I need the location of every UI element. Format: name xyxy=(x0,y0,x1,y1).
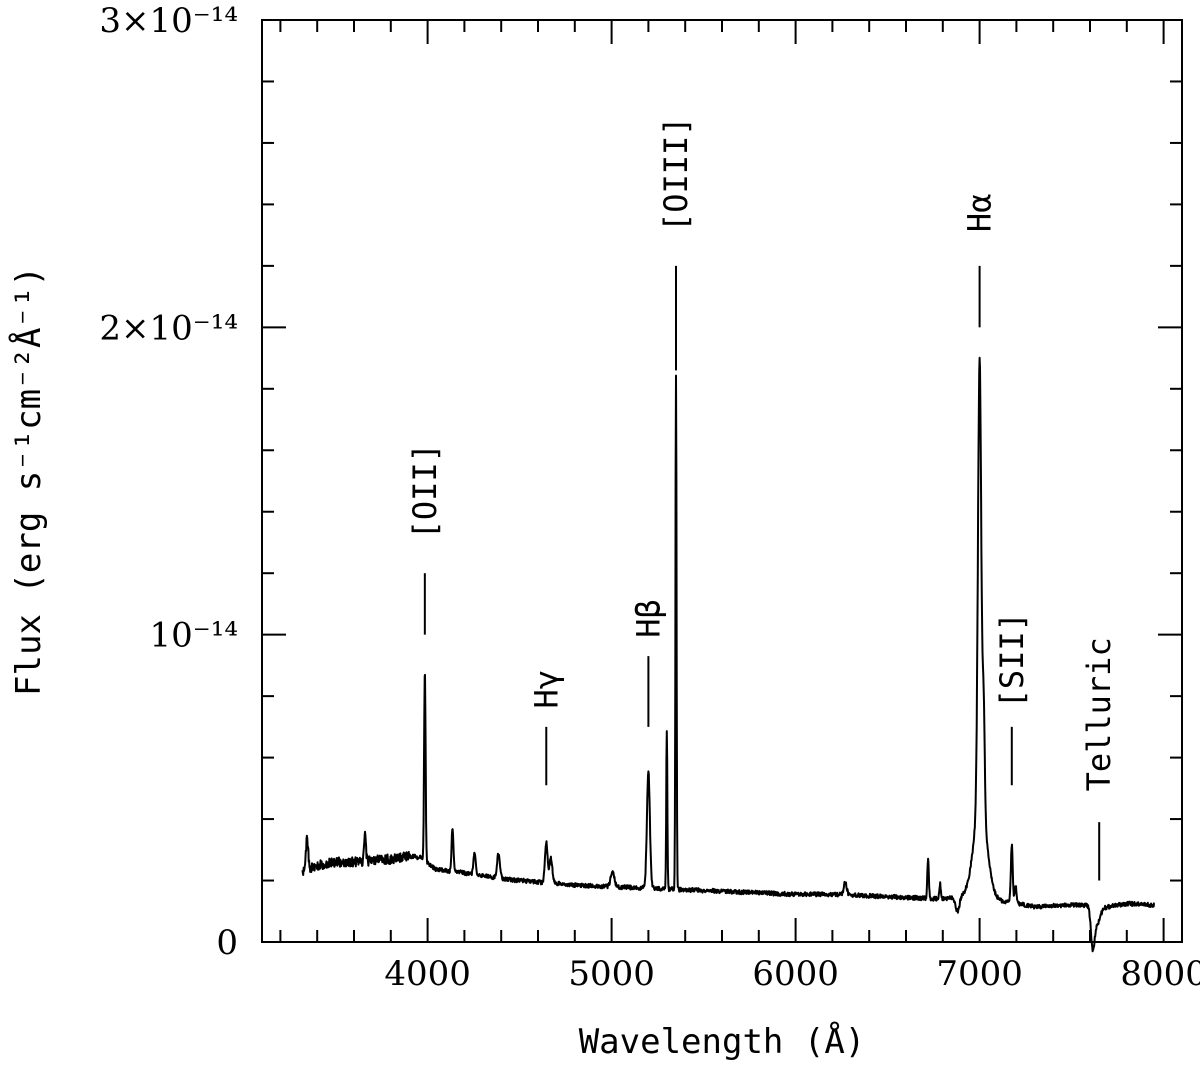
y-axis-title: Flux (erg s⁻¹cm⁻²Å⁻¹) xyxy=(8,266,49,696)
x-axis-title: Wavelength (Å) xyxy=(579,1021,866,1062)
line-label: [SII] xyxy=(993,612,1031,708)
line-label: Hγ xyxy=(527,670,565,709)
x-tick-label: 4000 xyxy=(384,954,471,994)
y-tick-label: 0 xyxy=(216,923,238,963)
x-tick-label: 6000 xyxy=(752,954,839,994)
line-label: Telluric xyxy=(1080,637,1118,791)
line-annotations: [OII] Hγ Hβ [OIII] Hα [SII] Telluric xyxy=(406,116,1118,881)
x-axis-ticks xyxy=(279,20,1165,942)
x-tick-label: 5000 xyxy=(568,954,655,994)
plot-frame xyxy=(261,19,1183,943)
spectrum-series xyxy=(301,356,1155,953)
y-tick-label: 10⁻¹⁴ xyxy=(150,616,238,656)
x-tick-label: 8000 xyxy=(1120,954,1200,994)
y-tick-label: 3×10⁻¹⁴ xyxy=(99,1,238,41)
spectrum-line xyxy=(301,356,1155,953)
y-tick-label: 2×10⁻¹⁴ xyxy=(99,308,238,348)
x-axis-tick-labels: 4000 5000 6000 7000 8000 xyxy=(384,954,1200,994)
y-axis-ticks xyxy=(262,19,1182,943)
line-label: Hα xyxy=(961,194,999,233)
y-axis-tick-labels: 0 10⁻¹⁴ 2×10⁻¹⁴ 3×10⁻¹⁴ xyxy=(99,1,238,963)
line-label: [OII] xyxy=(406,443,444,539)
line-label: Hβ xyxy=(629,599,667,638)
x-tick-label: 7000 xyxy=(936,954,1023,994)
line-label: [OIII] xyxy=(657,116,695,232)
